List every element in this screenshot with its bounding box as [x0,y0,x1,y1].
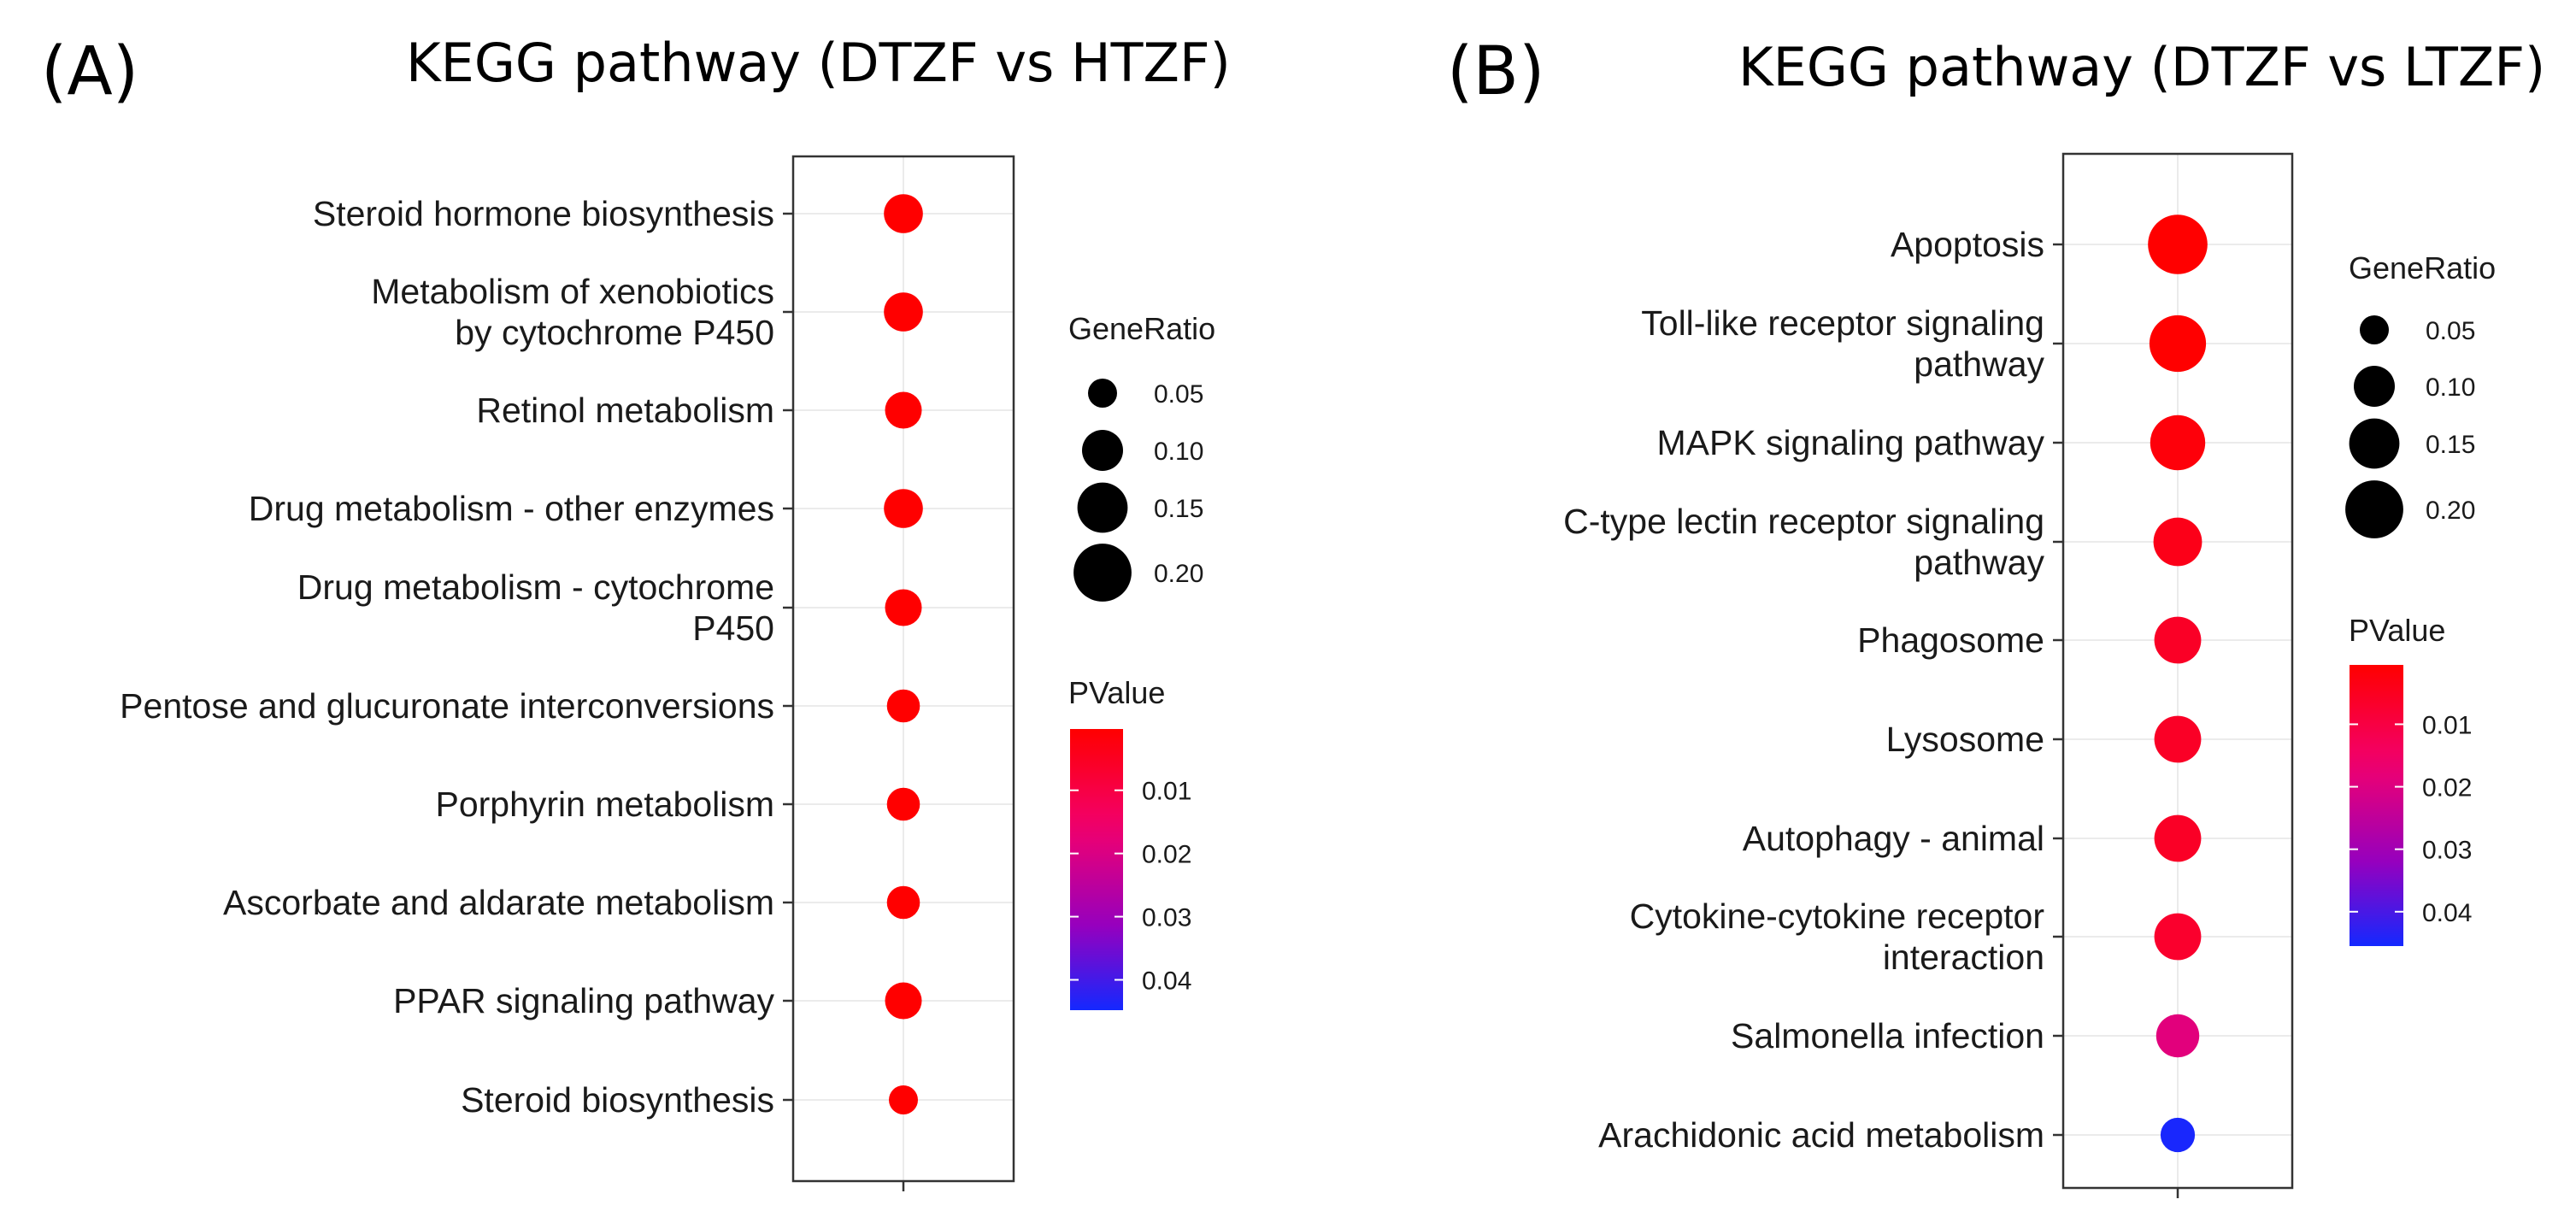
size-legend-key [2360,315,2389,344]
color-legend-label: 0.04 [1142,967,1191,996]
size-legend-label: 0.10 [1154,438,1203,466]
category-label-metabolism-of-xenobiotics-by-cytochrome-p450: Metabolism of xenobiotics by cytochrome P… [371,272,774,352]
point-c-type-lectin-receptor-signaling-pathway [2153,517,2203,567]
point-drug-metabolism-other-enzymes [884,489,923,528]
point-cytokine-cytokine-receptor-interaction [2154,913,2202,961]
point-ppar-signaling-pathway [885,982,922,1020]
size-legend-label: 0.20 [2426,497,2475,525]
category-label-steroid-biosynthesis: Steroid biosynthesis [461,1080,774,1120]
panel-title: KEGG pathway (DTZF vs HTZF) [406,32,1231,94]
point-toll-like-receptor-signaling-pathway [2149,315,2207,373]
color-legend-label: 0.01 [2422,711,2472,739]
category-label-porphyrin-metabolism: Porphyrin metabolism [436,785,775,824]
point-mapk-signaling-pathway [2150,414,2206,471]
color-legend-label: 0.04 [2422,899,2472,927]
category-label-lysosome: Lysosome [1886,720,2044,759]
color-legend-bar [1070,729,1123,1010]
point-steroid-hormone-biosynthesis [884,194,923,233]
category-label-mapk-signaling-pathway: MAPK signaling pathway [1656,423,2044,462]
category-label-phagosome: Phagosome [1857,620,2044,660]
category-label-arachidonic-acid-metabolism: Arachidonic acid metabolism [1598,1115,2044,1155]
point-retinol-metabolism [885,391,922,429]
point-metabolism-of-xenobiotics-by-cytochrome-p450 [884,292,923,332]
category-label-ppar-signaling-pathway: PPAR signaling pathway [393,981,774,1020]
category-label-ascorbate-and-aldarate-metabolism: Ascorbate and aldarate metabolism [223,883,774,922]
point-salmonella-infection [2155,1014,2200,1058]
panel-label: (A) [41,33,138,110]
size-legend-label: 0.05 [1154,380,1203,409]
category-label-steroid-hormone-biosynthesis: Steroid hormone biosynthesis [313,194,774,233]
color-legend-title: PValue [1068,675,1165,710]
panel-b: (B) KEGG pathway (DTZF vs LTZF) Apoptosis T… [1447,33,2545,1198]
category-label-c-type-lectin-receptor-signaling-pathway: C-type lectin receptor signaling pathway [1563,502,2044,582]
size-legend-key [2345,480,2403,538]
size-legend-key [1073,544,1132,602]
point-pentose-and-glucuronate-interconversions [886,689,920,723]
size-legend-label: 0.15 [2426,431,2475,459]
category-label-drug-metabolism-cytochrome-p450: Drug metabolism - cytochrome P450 [297,567,774,648]
color-legend-label: 0.03 [1142,904,1191,932]
point-ascorbate-and-aldarate-metabolism [886,885,920,920]
color-legend-title: PValue [2349,613,2445,648]
size-legend-key [2349,418,2400,469]
color-legend-bar [2350,665,2403,946]
size-legend-key [1088,379,1117,408]
category-label-cytokine-cytokine-receptor-interaction: Cytokine-cytokine receptor interaction [1630,897,2044,977]
size-legend-label: 0.15 [1154,495,1203,523]
size-legend-title: GeneRatio [1068,311,1215,346]
category-label-salmonella-infection: Salmonella infection [1731,1016,2044,1055]
category-label-toll-like-receptor-signaling-pathway: Toll-like receptor signaling pathway [1641,303,2044,384]
panel-label: (B) [1447,33,1544,110]
category-label-pentose-and-glucuronate-interconversions: Pentose and glucuronate interconversions [120,686,774,726]
size-legend-label: 0.10 [2426,373,2475,402]
point-steroid-biosynthesis [889,1085,918,1114]
size-legend-key [2354,366,2395,407]
panel-a: (A) KEGG pathway (DTZF vs HTZF) Steroid ho… [41,32,1231,1191]
point-lysosome [2154,715,2202,763]
point-porphyrin-metabolism [886,787,920,821]
point-autophagy-animal [2154,814,2202,862]
point-apoptosis [2148,215,2208,274]
panel-title: KEGG pathway (DTZF vs LTZF) [1738,36,2545,98]
size-legend-label: 0.05 [2426,317,2475,345]
category-label-apoptosis: Apoptosis [1891,225,2044,264]
point-drug-metabolism-cytochrome-p450 [885,589,922,626]
color-legend-label: 0.03 [2422,837,2472,865]
category-label-autophagy-animal: Autophagy - animal [1743,819,2044,858]
size-legend-label: 0.20 [1154,560,1203,588]
category-label-drug-metabolism-other-enzymes: Drug metabolism - other enzymes [249,489,774,528]
size-legend-title: GeneRatio [2349,250,2496,285]
size-legend-key [1077,482,1128,533]
color-legend-label: 0.02 [2422,774,2472,803]
color-legend-label: 0.01 [1142,778,1191,806]
point-arachidonic-acid-metabolism [2160,1117,2196,1153]
point-phagosome [2154,616,2202,664]
category-label-retinol-metabolism: Retinol metabolism [476,391,774,430]
size-legend-key [1082,430,1123,471]
color-legend-label: 0.02 [1142,841,1191,869]
